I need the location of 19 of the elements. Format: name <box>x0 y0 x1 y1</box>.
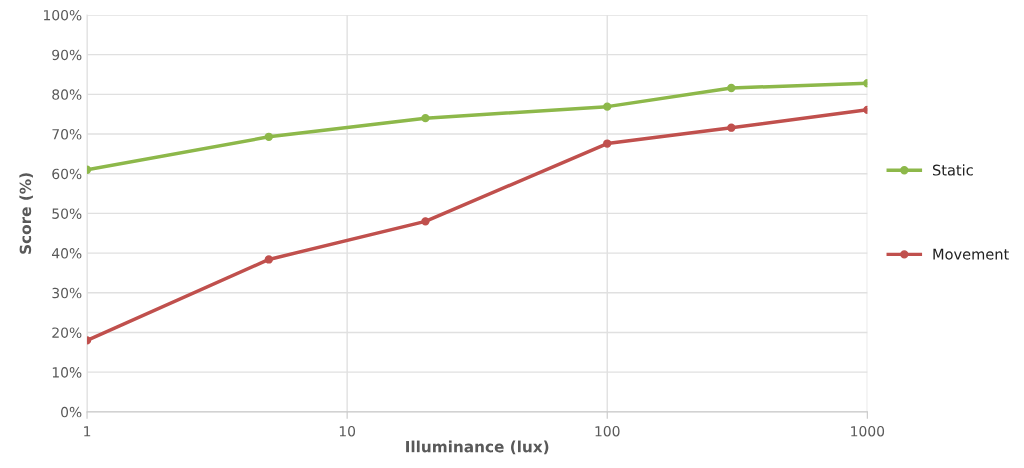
y-tick-label: 50% <box>52 208 82 219</box>
y-tick-label: 0% <box>61 406 82 418</box>
x-tick-label: 10 <box>339 425 356 437</box>
legend-label: Static <box>932 164 973 176</box>
x-tick-label: 100 <box>595 425 620 437</box>
x-axis-title: Illuminance (lux) <box>406 440 549 455</box>
y-tick-label: 80% <box>52 89 82 100</box>
y-tick-label: 40% <box>51 248 82 259</box>
y-tick-label: 20% <box>52 327 82 338</box>
y-axis-title: Score (%) <box>19 173 33 254</box>
y-tick-label: 100% <box>44 9 82 21</box>
y-tick-label: 60% <box>52 168 82 180</box>
x-tick-label: 1 <box>84 426 91 437</box>
legend-label: Movement <box>933 248 1009 260</box>
y-tick-label: 90% <box>52 49 82 61</box>
y-tick-label: 10% <box>52 367 82 378</box>
y-tick-label: 30% <box>52 287 82 299</box>
x-tick-label: 1000 <box>851 425 885 437</box>
y-tick-label: 70% <box>52 129 82 140</box>
